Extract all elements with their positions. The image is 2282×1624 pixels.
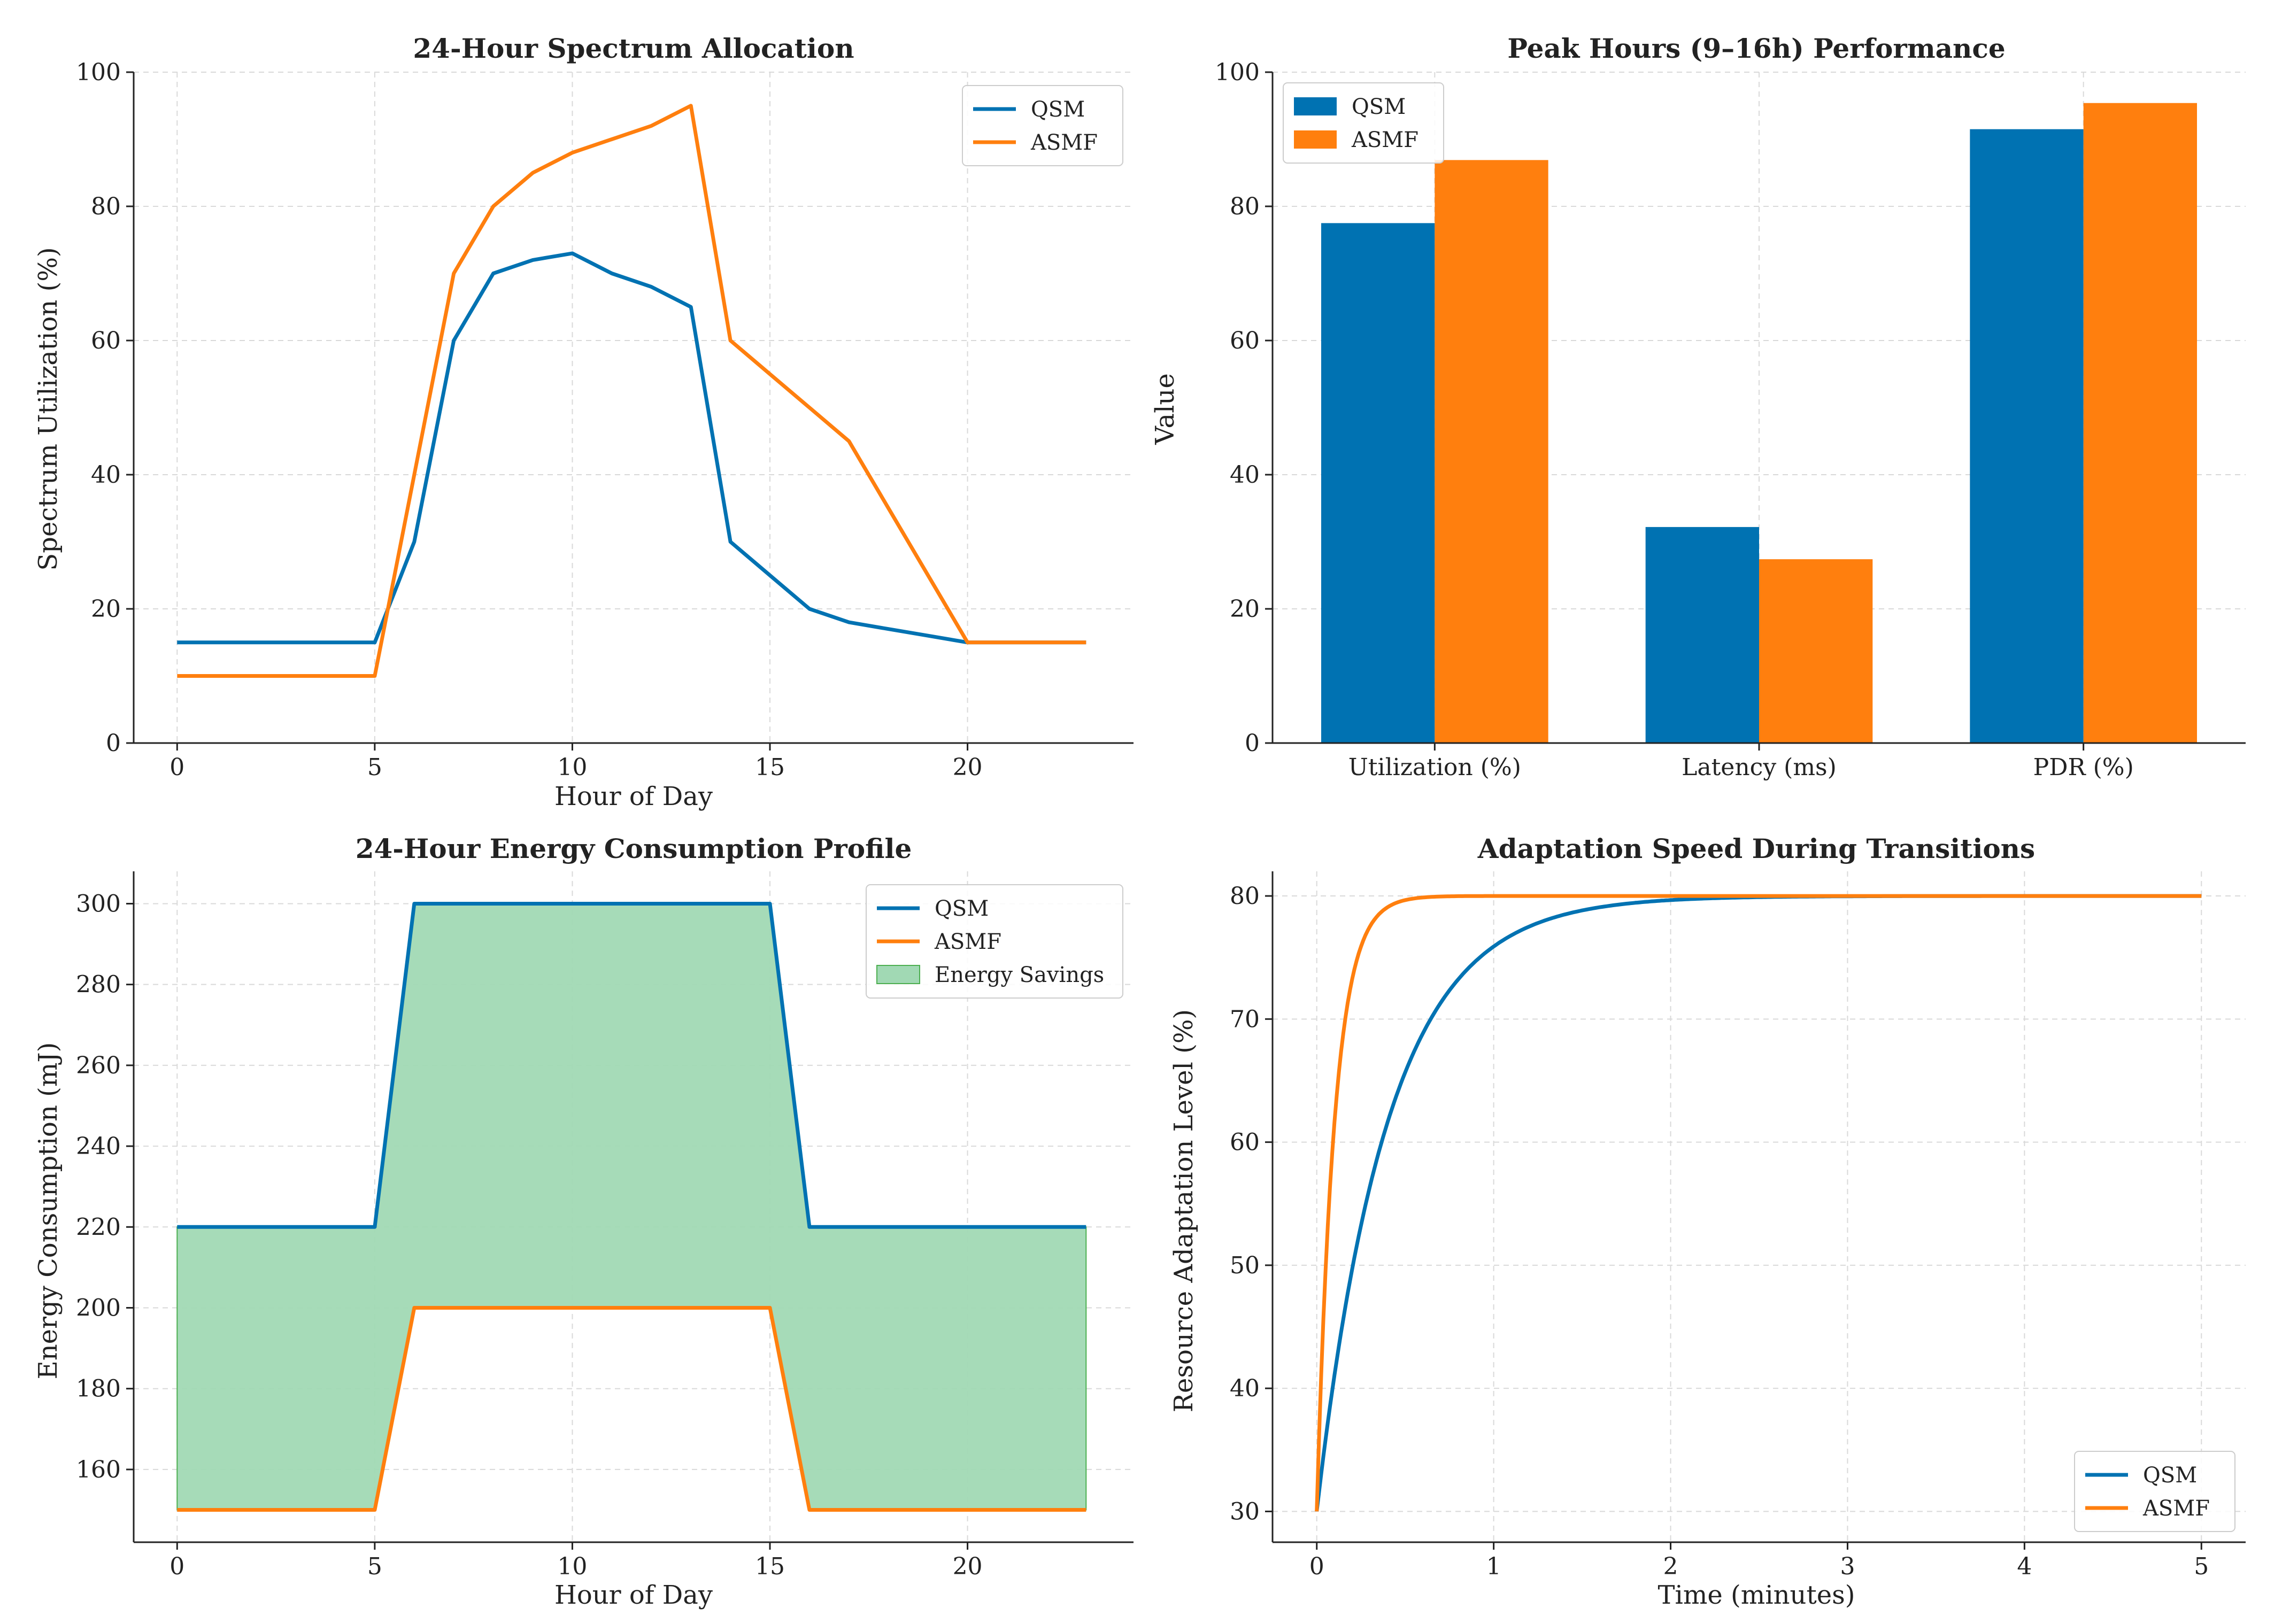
y-tick-label: 220 (76, 1213, 121, 1241)
x-tick-label: 3 (1840, 1553, 1855, 1580)
legend-swatch (876, 965, 920, 984)
bar-qsm (1645, 527, 1759, 743)
bar-asmf (2083, 103, 2197, 744)
series-line-asmf (1315, 894, 2202, 1512)
bar-asmf (1759, 559, 1873, 743)
legend-entry: ASMF (1030, 130, 1098, 155)
legend-entry: QSM (2143, 1463, 2197, 1488)
legend-swatch (1294, 130, 1337, 149)
x-tick-label: 1 (1486, 1553, 1501, 1580)
bar-asmf (1435, 160, 1548, 743)
x-tick-label: 5 (367, 754, 382, 781)
legend-frame (866, 884, 1123, 999)
y-tick-label: 30 (1230, 1498, 1260, 1525)
adaptation-speed-chart: Adaptation Speed During Transitions Time… (1169, 833, 2246, 1610)
series-line-asmf (177, 1306, 1086, 1512)
x-tick-label: 4 (2017, 1553, 2032, 1580)
legend-frame (2074, 1451, 2235, 1532)
y-tick-label: 280 (76, 971, 121, 999)
x-tick-label: Utilization (%) (1348, 754, 1521, 781)
y-tick-label: 0 (1245, 730, 1260, 757)
chart-title: 24-Hour Spectrum Allocation (413, 33, 854, 64)
peak-hours-performance-chart: Peak Hours (9–16h) Performance Value 0 20… (1150, 33, 2246, 781)
legend-entry: QSM (1031, 97, 1085, 122)
chart-title: Adaptation Speed During Transitions (1477, 833, 2035, 864)
y-axis-label: Value (1150, 373, 1180, 445)
y-tick-label: 40 (1230, 461, 1260, 489)
y-axis-label: Resource Adaptation Level (%) (1169, 1009, 1199, 1412)
chart-title: Peak Hours (9–16h) Performance (1507, 33, 2005, 64)
x-tick-label: 0 (1309, 1553, 1324, 1580)
y-tick-label: 60 (1230, 1129, 1260, 1156)
spectrum-allocation-chart: 24-Hour Spectrum Allocation Hour of Day … (33, 33, 1134, 811)
x-axis-label: Time (minutes) (1657, 1580, 1855, 1610)
legend-entry: Energy Savings (935, 963, 1104, 987)
x-axis-label: Hour of Day (554, 1580, 713, 1610)
y-tick-label: 160 (76, 1456, 121, 1483)
x-tick-label: 2 (1663, 1553, 1678, 1580)
x-tick-label: 10 (557, 754, 587, 781)
y-axis-label: Energy Consumption (mJ) (33, 1042, 63, 1380)
y-tick-label: 300 (76, 890, 121, 917)
legend-swatch (1294, 97, 1337, 115)
y-tick-label: 100 (1215, 59, 1260, 86)
x-tick-label: 5 (367, 1553, 382, 1580)
series-line-qsm (177, 251, 1086, 645)
y-tick-label: 70 (1230, 1006, 1260, 1033)
y-tick-label: 80 (1230, 193, 1260, 220)
series-line-qsm (177, 902, 1086, 1229)
series-line-asmf (177, 104, 1086, 678)
x-tick-label: PDR (%) (2033, 754, 2134, 781)
x-tick-label: 10 (557, 1553, 587, 1580)
y-tick-label: 40 (91, 461, 121, 489)
y-tick-label: 0 (106, 730, 121, 757)
y-tick-label: 180 (76, 1375, 121, 1403)
x-tick-label: 15 (755, 1553, 785, 1580)
legend-entry: ASMF (1351, 128, 1418, 152)
y-tick-label: 50 (1230, 1252, 1260, 1279)
y-tick-label: 60 (91, 327, 121, 354)
y-tick-label: 100 (76, 59, 121, 86)
y-tick-label: 240 (76, 1133, 121, 1160)
x-tick-label: 20 (953, 1553, 983, 1580)
legend-entry: ASMF (934, 930, 1001, 954)
legend-frame (962, 85, 1123, 166)
x-tick-label: 15 (755, 754, 785, 781)
chart-title: 24-Hour Energy Consumption Profile (356, 833, 912, 864)
bar-qsm (1321, 223, 1435, 743)
y-tick-label: 40 (1230, 1375, 1260, 1402)
y-tick-label: 20 (91, 596, 121, 623)
legend: QSM ASMF (962, 85, 1123, 166)
x-tick-label: 5 (2194, 1553, 2209, 1580)
energy-consumption-chart: 24-Hour Energy Consumption Profile Hour … (33, 833, 1134, 1610)
legend-entry: ASMF (2142, 1496, 2210, 1521)
y-tick-label: 60 (1230, 327, 1260, 354)
x-tick-label: 0 (169, 1553, 184, 1580)
x-axis-label: Hour of Day (554, 782, 713, 811)
y-tick-label: 80 (1230, 883, 1260, 910)
y-tick-label: 20 (1230, 596, 1260, 623)
legend: QSM ASMF (2074, 1451, 2235, 1532)
y-axis-label: Spectrum Utilization (%) (33, 247, 63, 570)
legend: QSM ASMF Energy Savings (866, 884, 1123, 999)
y-tick-label: 200 (76, 1295, 121, 1322)
x-tick-label: 20 (953, 754, 983, 781)
bar-qsm (1970, 129, 2084, 743)
legend: QSM ASMF (1283, 82, 1444, 164)
x-tick-label: 0 (169, 754, 184, 781)
y-tick-label: 260 (76, 1052, 121, 1079)
x-tick-label: Latency (ms) (1682, 754, 1837, 781)
y-tick-label: 80 (91, 193, 121, 220)
legend-entry: QSM (935, 896, 989, 921)
legend-entry: QSM (1352, 95, 1406, 119)
